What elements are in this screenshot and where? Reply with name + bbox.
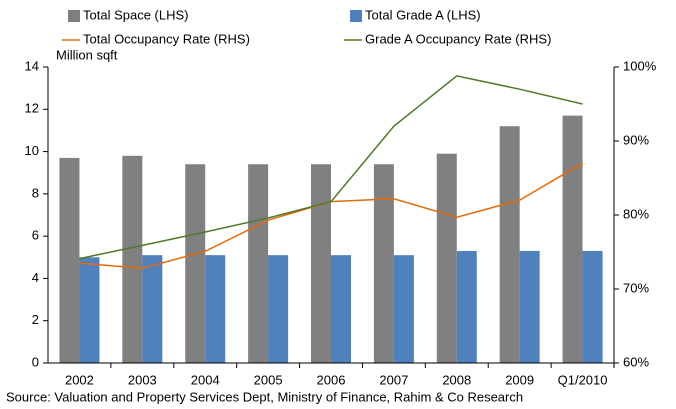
y2-tick-label: 60% <box>623 354 649 369</box>
bar <box>205 255 226 363</box>
bar <box>436 153 457 363</box>
bar <box>373 164 394 363</box>
y-tick-label: 4 <box>32 270 39 285</box>
y-tick-label: 12 <box>25 101 39 116</box>
legend-swatch <box>350 10 362 22</box>
bar <box>331 255 351 363</box>
legend-label: Grade A Occupancy Rate (RHS) <box>365 31 551 46</box>
bar <box>122 155 143 363</box>
y2-tick-label: 90% <box>623 132 649 147</box>
x-tick-label: Q1/2010 <box>558 372 608 387</box>
y2-tick-label: 100% <box>623 58 657 73</box>
legend-label: Total Space (LHS) <box>83 7 189 22</box>
y2-tick-label: 80% <box>623 206 649 221</box>
source-note: Source: Valuation and Property Services … <box>6 389 523 404</box>
bar <box>248 164 269 363</box>
bar <box>393 255 414 363</box>
y-tick-label: 8 <box>32 185 39 200</box>
x-tick-label: 2005 <box>254 372 283 387</box>
y-tick-label: 14 <box>25 58 39 73</box>
y-axis-label: Million sqft <box>56 47 118 62</box>
line <box>79 75 583 260</box>
y2-tick-label: 70% <box>623 280 649 295</box>
x-tick-label: 2009 <box>505 372 534 387</box>
legend-label: Total Occupancy Rate (RHS) <box>83 31 250 46</box>
x-tick-label: 2006 <box>317 372 346 387</box>
x-tick-label: 2002 <box>65 372 94 387</box>
y-tick-label: 0 <box>32 354 39 369</box>
bar <box>311 164 331 363</box>
bar <box>79 257 100 363</box>
bar <box>142 255 163 363</box>
bar <box>499 126 520 363</box>
bar <box>456 250 477 363</box>
bar <box>582 250 603 363</box>
x-tick-label: 2008 <box>442 372 471 387</box>
y-tick-label: 2 <box>32 312 39 327</box>
x-tick-label: 2007 <box>379 372 408 387</box>
y-tick-label: 6 <box>32 228 39 243</box>
bar <box>59 157 80 363</box>
bar <box>268 255 289 363</box>
bar <box>185 164 206 363</box>
y-tick-label: 10 <box>25 143 39 158</box>
x-tick-label: 2004 <box>191 372 220 387</box>
x-tick-label: 2003 <box>128 372 157 387</box>
legend-swatch <box>68 10 80 22</box>
bar <box>519 250 540 363</box>
bar <box>562 115 583 363</box>
legend-label: Total Grade A (LHS) <box>365 7 481 22</box>
